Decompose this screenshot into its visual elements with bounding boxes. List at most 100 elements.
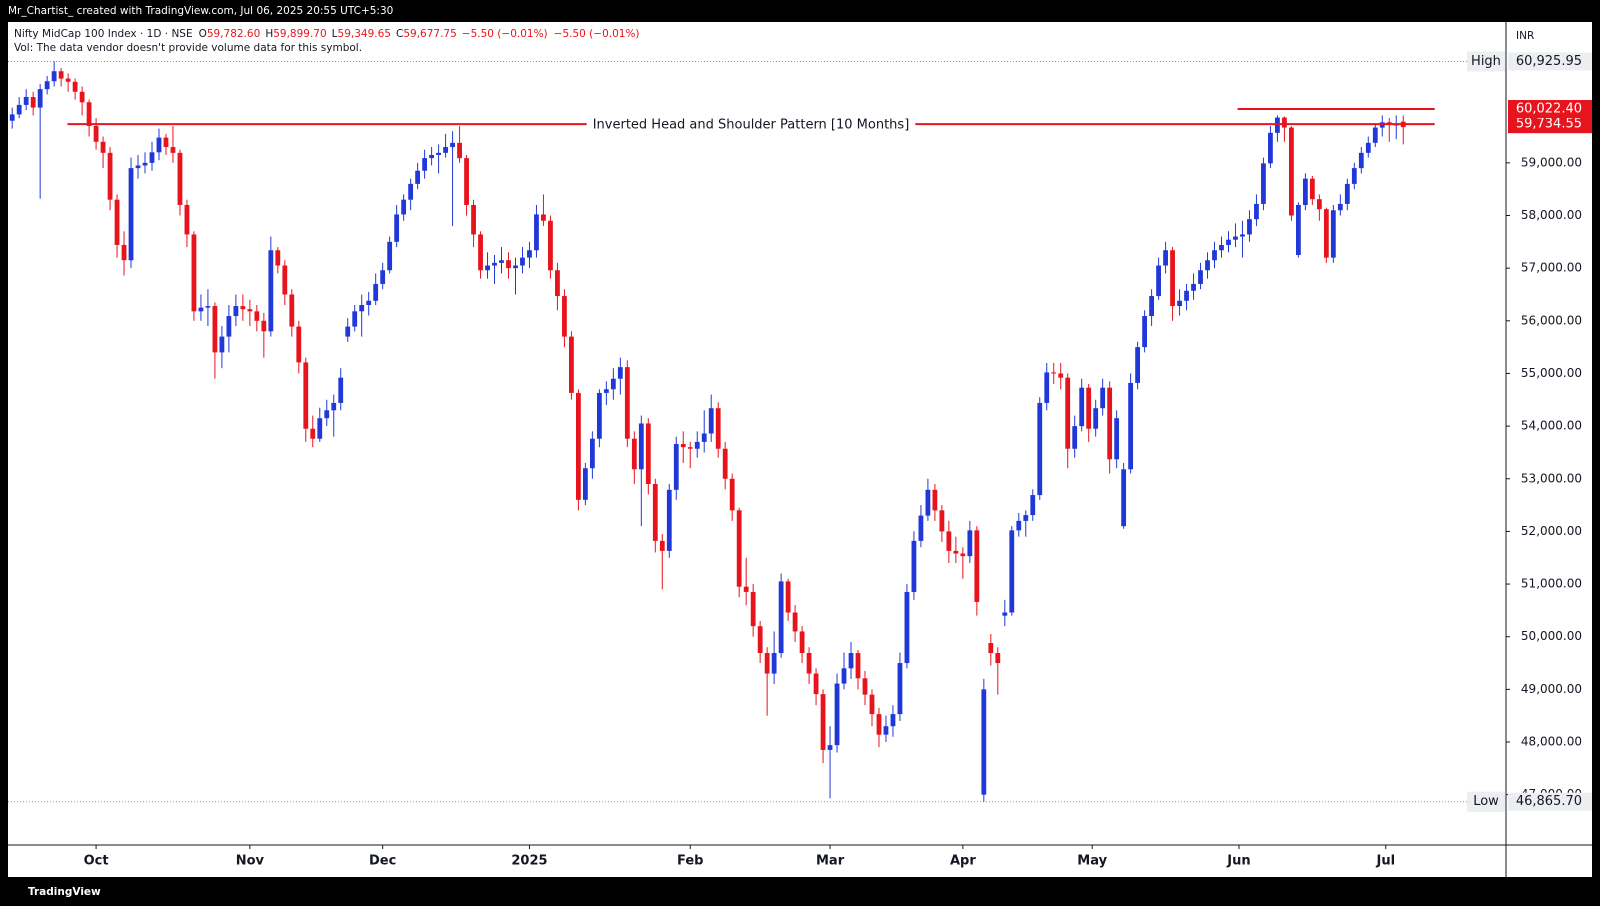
candle-body (303, 362, 309, 429)
y-tick-label: 51,000.00 (1521, 577, 1582, 591)
candle-body (1358, 152, 1364, 169)
candle-body (331, 402, 337, 411)
candle-body (1009, 530, 1015, 613)
candle-body (1079, 387, 1085, 427)
candle-body (184, 204, 190, 235)
plot: Inverted Head and Shoulder Pattern [10 M… (8, 60, 1506, 803)
candle-body (247, 309, 253, 312)
candle-body (128, 168, 134, 261)
candle-body (1072, 426, 1078, 449)
y-tick-label: 53,000.00 (1521, 471, 1582, 485)
candle-body (163, 137, 169, 148)
candle-body (988, 643, 994, 654)
candle-body (1247, 219, 1252, 235)
candle-body (736, 510, 742, 587)
axes: 47,000.0048,000.0049,000.0050,000.0051,0… (84, 51, 1592, 869)
candle-body (1254, 203, 1259, 220)
candle-body (1030, 495, 1036, 516)
candle-body (841, 668, 847, 684)
candle-body (1219, 244, 1224, 251)
low-value-box (1508, 792, 1592, 811)
candle-body (240, 306, 246, 310)
candle-body (1226, 239, 1231, 245)
candle-body (429, 154, 435, 159)
candle-body (1233, 236, 1238, 240)
candle-body (680, 444, 686, 448)
candle-body (107, 152, 113, 200)
candle-body (764, 653, 770, 674)
pattern-annotation: Inverted Head and Shoulder Pattern [10 M… (593, 118, 910, 133)
candle-body (1149, 296, 1154, 317)
x-tick-label: May (1077, 854, 1107, 869)
candle-body (904, 591, 910, 664)
x-tick-label: Nov (236, 854, 265, 869)
candle-body (1051, 372, 1057, 374)
candle-body (394, 214, 400, 242)
candle-body (1282, 117, 1287, 128)
high-label-box (1467, 51, 1505, 72)
candle-body (918, 515, 924, 541)
candle-body (86, 102, 92, 126)
candle-body (1093, 408, 1099, 429)
candle-body (876, 714, 882, 735)
candle-body (93, 125, 99, 142)
candle-body (156, 137, 162, 153)
y-tick-label: 59,000.00 (1521, 155, 1582, 169)
candle-body (1330, 210, 1336, 258)
candle-body (149, 152, 155, 163)
candle-body (1198, 270, 1203, 284)
candle-body (1002, 612, 1008, 616)
ohlc-value: 59,899.70 (273, 28, 326, 40)
candle-body (464, 158, 469, 205)
candle-body (9, 114, 15, 121)
candle-body (44, 81, 50, 90)
candle-body (338, 377, 344, 403)
candle-body (659, 540, 665, 551)
candle-body (1184, 290, 1189, 301)
candle-body (387, 241, 393, 271)
candle-body (785, 581, 791, 613)
candle-body (513, 265, 518, 269)
currency: INR (1516, 30, 1534, 42)
candle-body (380, 270, 386, 284)
candle-body (415, 170, 421, 184)
candle-body (205, 306, 211, 308)
x-tick-label: Oct (84, 854, 109, 869)
candle-body (596, 392, 602, 439)
high-label: High (1471, 54, 1501, 69)
candle-body (652, 484, 658, 541)
ohlc-value: 59,782.60 (207, 28, 260, 40)
chart-background (8, 22, 1592, 877)
candle-body (750, 591, 756, 627)
candle-body (869, 694, 875, 715)
candle-body (261, 320, 267, 332)
candle-body (1086, 387, 1092, 429)
candle-body (687, 447, 693, 449)
candle-body (855, 653, 861, 679)
candle-body (296, 326, 302, 363)
candle-body (883, 726, 889, 735)
candle-body (226, 316, 232, 337)
candle-body (541, 214, 546, 221)
high-value-box (1508, 52, 1592, 71)
candle-body (1344, 183, 1350, 204)
candle-body (981, 689, 987, 795)
candle-body (65, 78, 71, 82)
candle-body (1323, 209, 1329, 258)
candle-body (995, 653, 1001, 664)
candle-body (1268, 132, 1273, 164)
candle-body (666, 489, 672, 551)
candle-body (582, 468, 588, 500)
candle-body (603, 389, 609, 393)
neckline-value: 59,734.55 (1516, 117, 1582, 132)
candle-body (1302, 178, 1308, 205)
resistance-value: 60,022.40 (1516, 102, 1582, 117)
candle-body (890, 714, 896, 727)
candle-body (1191, 283, 1196, 291)
candle-body (268, 250, 274, 332)
candle-body (506, 260, 511, 269)
candle-body (645, 423, 651, 485)
candle-body (310, 428, 316, 439)
low-value: 46,865.70 (1516, 794, 1582, 809)
candle-body (1309, 178, 1315, 200)
